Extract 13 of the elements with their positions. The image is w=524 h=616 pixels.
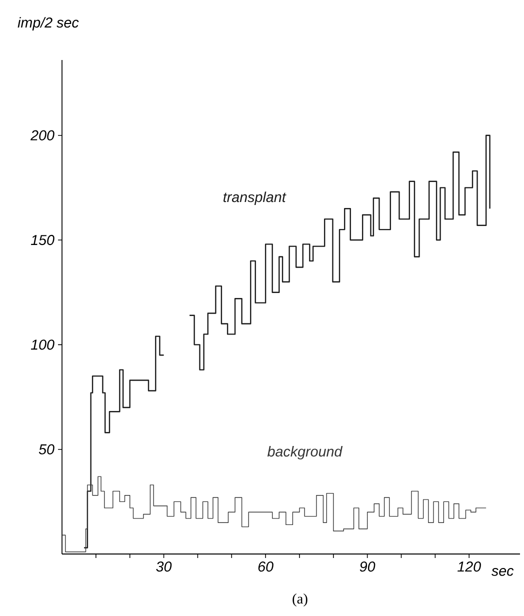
text: transplant: [224, 192, 286, 206]
x-tick-label: 90: [360, 562, 376, 572]
y-tick-label: 100: [30, 340, 54, 350]
x-tick-label: 120: [458, 562, 481, 572]
y-axis-title: imp/2 sec: [18, 17, 79, 30]
y-tick-label: 150: [30, 234, 54, 246]
text: (a): [292, 593, 308, 606]
x-tick-label: 60: [258, 562, 274, 572]
text: background: [267, 446, 343, 460]
y-tick-label: 200: [30, 130, 54, 140]
y-tick-label: 50: [38, 444, 54, 454]
x-axis-title: sec: [491, 568, 514, 576]
x-tick-label: 30: [156, 562, 172, 572]
